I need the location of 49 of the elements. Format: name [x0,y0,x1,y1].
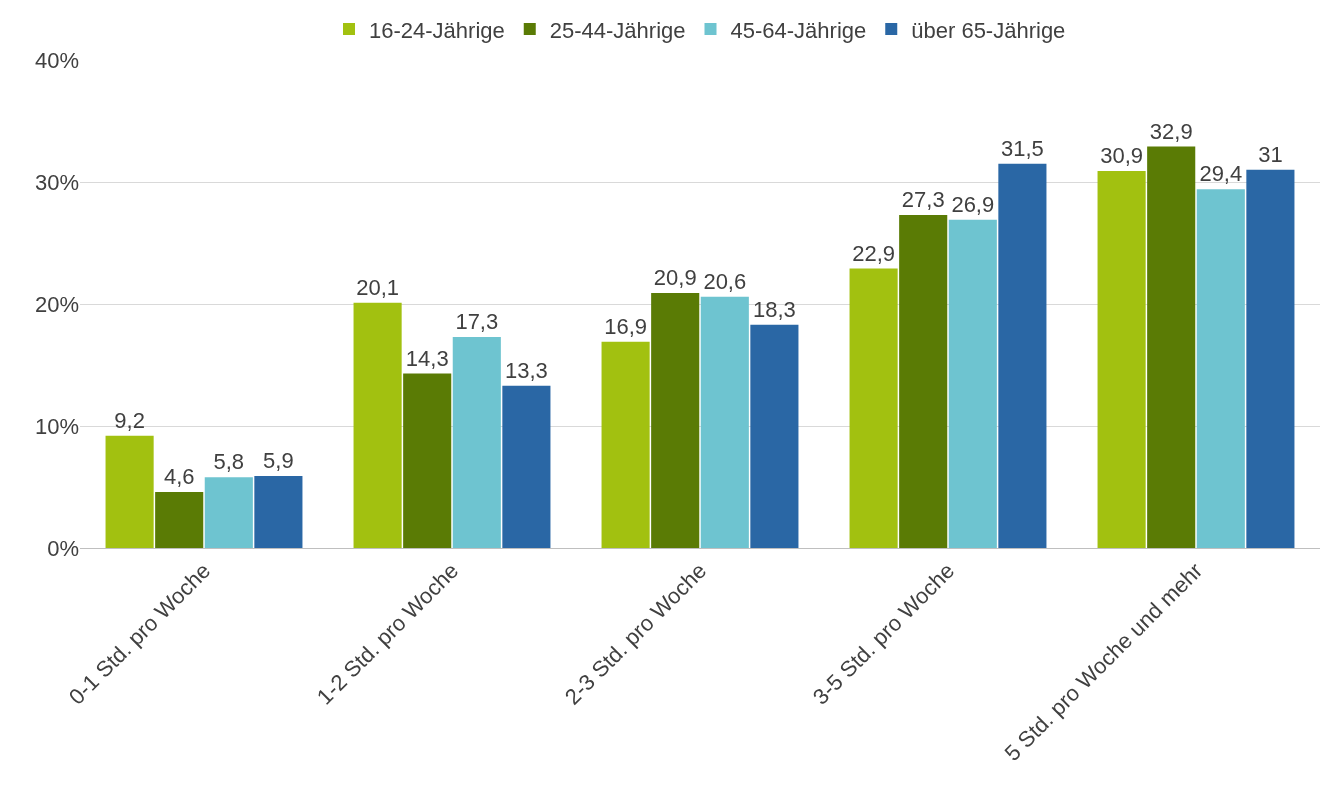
legend-label: 45-64-Jährige [730,17,867,43]
bar [651,293,700,548]
data-label: 20,9 [653,265,697,291]
legend-label: 25-44-Jährige [549,17,686,43]
data-label: 29,4 [1199,161,1243,187]
bar [452,336,501,548]
data-label: 16,9 [604,313,648,339]
bar [1097,171,1146,548]
data-label: 20,1 [356,274,400,300]
y-tick-label: 20% [34,291,79,317]
legend-label: 16-24-Jährige [369,17,505,43]
bar [1246,169,1295,548]
bar [1147,146,1196,548]
y-tick-label: 10% [34,413,79,439]
bar [849,268,898,548]
data-label: 31,5 [1000,135,1044,161]
bar [700,296,749,548]
legend-label: über 65-Jährige [911,17,1066,43]
data-label: 20,6 [703,268,747,294]
bar [403,373,452,548]
data-label: 17,3 [455,308,499,334]
data-label: 4,6 [163,463,195,489]
data-label: 30,9 [1100,143,1144,169]
data-label: 22,9 [852,240,896,266]
bar [155,491,204,548]
bar [948,219,997,548]
bar [899,214,948,548]
bar [601,341,650,548]
data-label: 18,3 [752,296,796,322]
bar [254,476,303,548]
bar [750,324,799,548]
data-label: 32,9 [1149,118,1193,144]
data-label: 31 [1258,141,1283,167]
data-label: 14,3 [405,345,449,371]
data-label: 5,9 [263,448,294,474]
bar [502,385,551,548]
bar [1196,189,1245,548]
data-label: 9,2 [114,407,145,433]
data-label: 27,3 [901,186,945,212]
y-tick-label: 0% [47,535,79,561]
data-label: 26,9 [951,191,995,217]
bar [998,163,1047,548]
bar [105,435,154,548]
data-label: 13,3 [504,357,548,383]
y-tick-label: 40% [34,47,79,73]
y-tick-label: 30% [34,169,79,195]
bar [353,302,402,548]
data-label: 5,8 [213,449,245,475]
bar [204,477,253,548]
